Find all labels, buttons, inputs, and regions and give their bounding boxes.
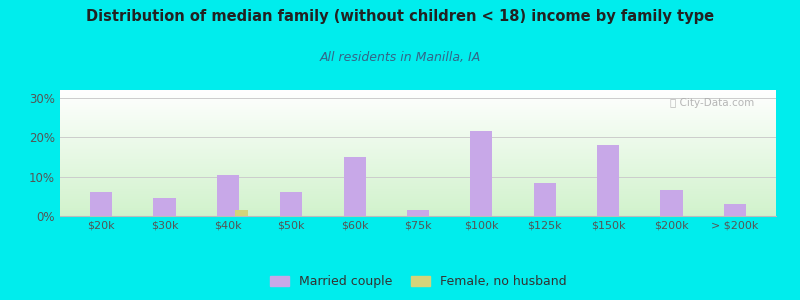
- Bar: [660, 190, 682, 216]
- Bar: [407, 210, 429, 216]
- Text: ⓘ City-Data.com: ⓘ City-Data.com: [670, 98, 754, 108]
- Bar: [154, 198, 176, 216]
- Bar: [470, 131, 493, 216]
- Text: All residents in Manilla, IA: All residents in Manilla, IA: [319, 51, 481, 64]
- Legend: Married couple, Female, no husband: Married couple, Female, no husband: [265, 270, 571, 293]
- Bar: [280, 192, 302, 216]
- Text: Distribution of median family (without children < 18) income by family type: Distribution of median family (without c…: [86, 9, 714, 24]
- Bar: [90, 192, 112, 216]
- Bar: [534, 182, 556, 216]
- Bar: [343, 157, 366, 216]
- Bar: [217, 175, 239, 216]
- Bar: [724, 204, 746, 216]
- Bar: [234, 210, 248, 216]
- Bar: [597, 145, 619, 216]
